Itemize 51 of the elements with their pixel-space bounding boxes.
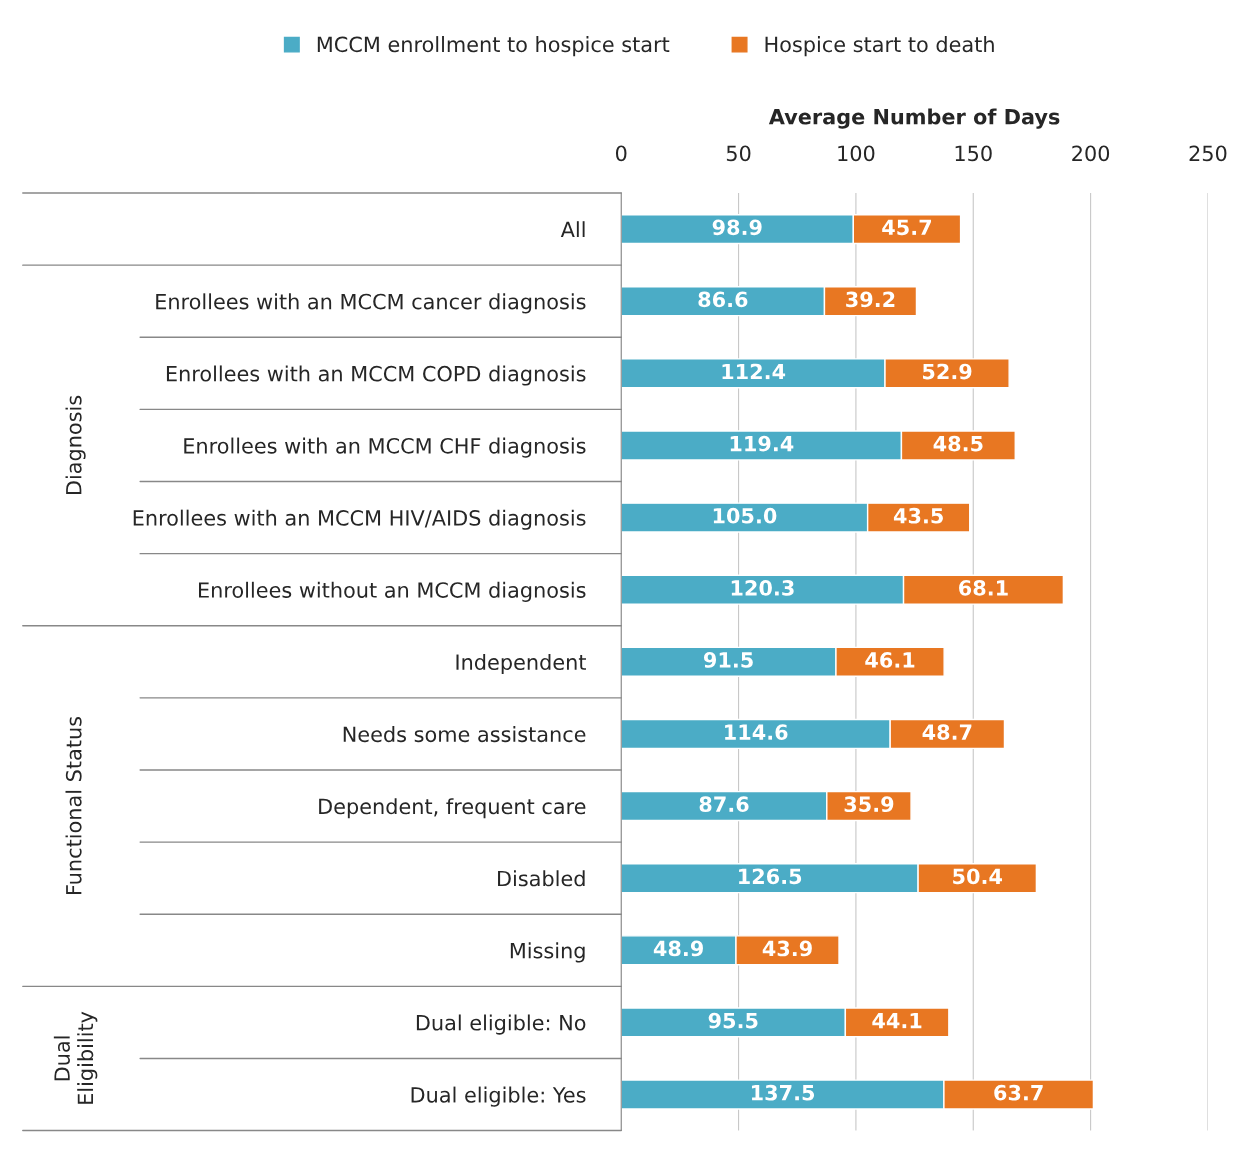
text: 63.7 <box>994 1084 1043 1101</box>
legend-label: MCCM enrollment to hospice start <box>317 36 670 57</box>
y-tick-label: Dual eligible: Yes <box>411 1086 586 1107</box>
y-tick-label: Enrollees with an MCCM COPD diagnosis <box>166 365 586 386</box>
text: 43.9 <box>762 940 812 957</box>
text: 43.5 <box>893 507 943 524</box>
text: 48.9 <box>653 940 703 957</box>
y-tick-label: Enrollees with an MCCM CHF diagnosis <box>184 437 586 458</box>
text: 52.9 <box>922 363 972 380</box>
text: 68.1 <box>959 579 1008 596</box>
y-tick-label: Dependent, frequent care <box>319 798 586 819</box>
text: 44.1 <box>872 1012 922 1029</box>
text: 105.0 <box>713 507 777 524</box>
text: 120.3 <box>731 579 794 596</box>
x-tick-label: 250 <box>1189 145 1227 162</box>
text: 50.4 <box>953 868 1002 885</box>
legend-label: Hospice start to death <box>765 36 994 57</box>
text: 126.5 <box>739 868 802 885</box>
y-tick-label: Independent <box>456 653 586 675</box>
text: 137.5 <box>751 1084 815 1101</box>
text: 119.4 <box>730 435 794 452</box>
y-tick-label: Needs some assistance <box>343 726 586 743</box>
text: Dual Eligibility <box>53 1011 98 1104</box>
x-axis-title: Average Number of Days <box>768 108 1060 129</box>
text: 112.4 <box>722 363 786 380</box>
x-tick-label: 200 <box>1072 145 1110 162</box>
y-tick-label: All <box>560 221 585 238</box>
x-tick-label: 50 <box>726 145 751 162</box>
text: 39.2 <box>846 291 895 308</box>
text: 46.1 <box>865 652 915 668</box>
text: 98.9 <box>712 219 762 236</box>
text: 114.6 <box>725 724 788 740</box>
text: Functional Status <box>65 716 82 895</box>
text: Diagnosis <box>65 395 86 495</box>
text: 45.7 <box>882 219 931 236</box>
x-tick-label: 150 <box>955 145 992 162</box>
y-tick-label: Missing <box>510 942 585 963</box>
text: 86.6 <box>698 291 748 308</box>
x-tick-label: 100 <box>838 145 875 162</box>
text: 48.7 <box>922 724 972 740</box>
x-tick-label: 0 <box>615 145 627 162</box>
text: 91.5 <box>703 652 753 668</box>
y-tick-label: Dual eligible: No <box>416 1014 586 1035</box>
y-tick-label: Enrollees without an MCCM diagnosis <box>199 581 586 602</box>
text: 87.6 <box>699 796 749 813</box>
text: 95.5 <box>708 1012 758 1029</box>
text: 35.9 <box>844 796 894 813</box>
y-tick-label: Enrollees with an MCCM HIV/AIDS diagnosis <box>133 509 586 530</box>
y-tick-label: Enrollees with an MCCM cancer diagnosis <box>156 293 586 314</box>
y-tick-label: Disabled <box>498 870 585 887</box>
text: 48.5 <box>933 435 983 452</box>
